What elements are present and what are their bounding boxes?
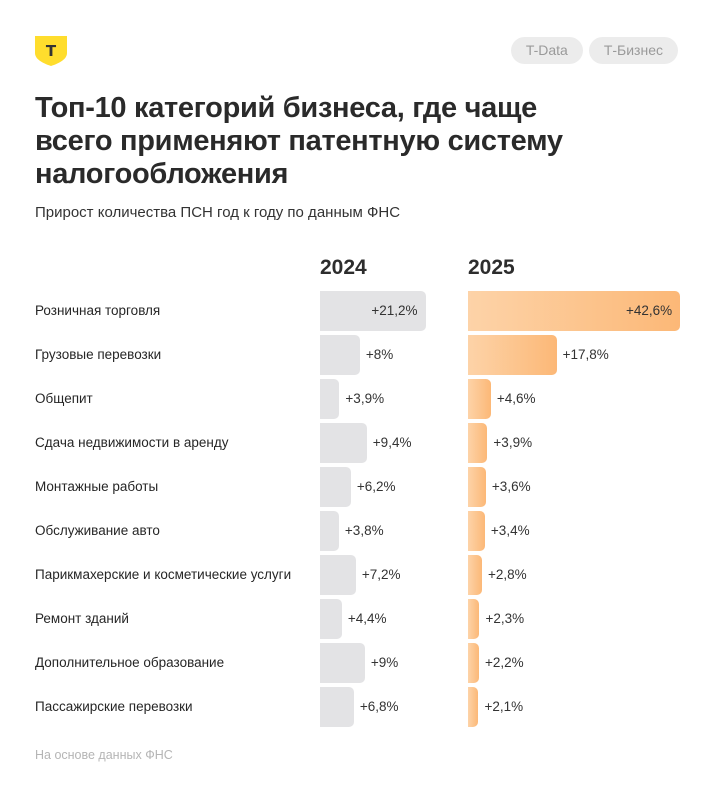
value-label-2025: +4,6%: [496, 391, 536, 406]
value-label-2025: +2,8%: [487, 567, 527, 582]
bar-2025: [468, 423, 488, 463]
bar-2024: [320, 335, 360, 375]
bar-2025: [468, 335, 557, 375]
value-label-2024: +3,8%: [344, 523, 384, 538]
logo-letter: Т: [46, 42, 57, 60]
bar-2024: [320, 379, 340, 419]
bar-2025: [468, 379, 491, 419]
value-label-2024: +8%: [365, 347, 394, 362]
value-label-2025: +3,9%: [493, 435, 533, 450]
bar-2024: [320, 423, 367, 463]
category-label: Розничная торговля: [35, 303, 161, 318]
column-header-2024: 2024: [320, 256, 367, 279]
category-label: Сдача недвижимости в аренду: [35, 435, 229, 450]
value-label-2024: +9,4%: [372, 435, 412, 450]
bar-2025: [468, 687, 479, 727]
bar-2024: [320, 643, 365, 683]
bar-2025: [468, 291, 681, 331]
value-label-2024: +3,9%: [345, 391, 385, 406]
category-label: Пассажирские перевозки: [35, 699, 193, 714]
value-label-2024: +6,2%: [356, 479, 396, 494]
tag-t-business: Т-Бизнес: [588, 37, 678, 64]
tag-t-data: T-Data: [510, 37, 583, 64]
value-label-2024: +6,8%: [359, 699, 399, 714]
bar-2024: [320, 511, 339, 551]
value-label-2025: +2,2%: [484, 655, 524, 670]
value-label-2025: +17,8%: [562, 347, 609, 362]
footnote: На основе данных ФНС: [35, 748, 173, 762]
value-label-2025: +2,3%: [485, 611, 525, 626]
category-label: Монтажные работы: [35, 479, 159, 494]
bar-2024: [320, 467, 351, 507]
column-header-2025: 2025: [468, 256, 515, 279]
bar-2025: [468, 555, 482, 595]
category-label: Грузовые перевозки: [35, 347, 162, 362]
bar-2025: [468, 511, 485, 551]
bar-2024: [320, 555, 356, 595]
bar-2024: [320, 599, 342, 639]
bar-2025: [468, 467, 486, 507]
value-label-2024: +7,2%: [361, 567, 401, 582]
bar-2024: [320, 687, 354, 727]
source-tags: T-Data Т-Бизнес: [510, 37, 678, 64]
bar-2024: [320, 291, 426, 331]
value-label-2024: +21,2%: [371, 303, 418, 318]
category-label: Ремонт зданий: [35, 611, 129, 626]
chart-subtitle: Прирост количества ПСН год к году по дан…: [35, 204, 401, 221]
category-label: Общепит: [35, 391, 93, 406]
category-label: Парикмахерские и косметические услуги: [35, 567, 292, 582]
value-label-2024: +4,4%: [347, 611, 387, 626]
bar-2025: [468, 643, 479, 683]
t-bank-shield-icon: Т: [35, 36, 67, 66]
category-label: Обслуживание авто: [35, 523, 160, 538]
value-label-2024: +9%: [370, 655, 399, 670]
value-label-2025: +3,4%: [490, 523, 530, 538]
chart-title: Топ-10 категорий бизнеса, где чаще всего…: [35, 92, 563, 190]
category-label: Дополнительное образование: [35, 655, 225, 670]
bar-2025: [468, 599, 480, 639]
value-label-2025: +42,6%: [625, 303, 673, 318]
value-label-2025: +3,6%: [491, 479, 531, 494]
value-label-2025: +2,1%: [484, 699, 524, 714]
